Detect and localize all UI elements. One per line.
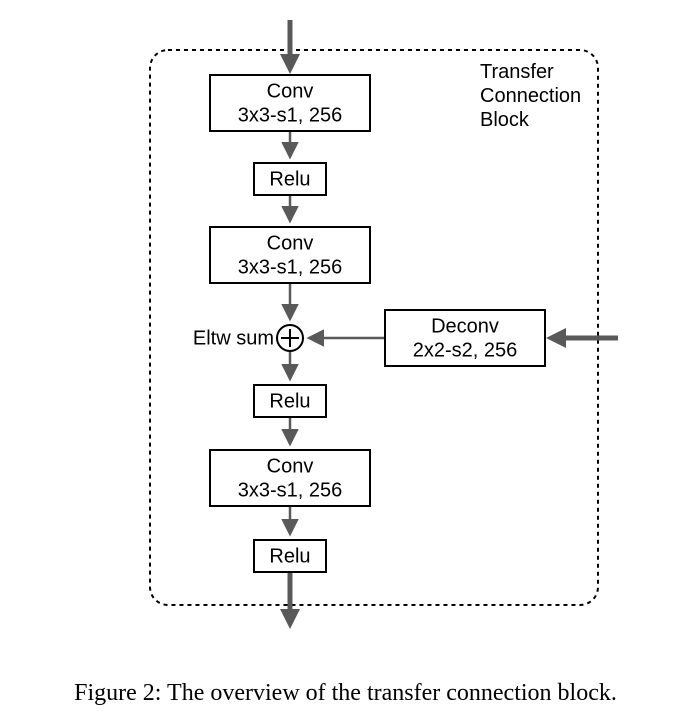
flowchart-svg: Transfer Connection Block Conv 3x3-s1, 2… <box>20 20 671 630</box>
node-relu2-text: Relu <box>269 390 310 412</box>
eltw-label: Eltw sum <box>193 327 274 349</box>
node-conv3-line2: 3x3-s1, 256 <box>238 479 343 501</box>
node-conv3-line1: Conv <box>267 455 314 477</box>
title-line3: Block <box>480 109 530 131</box>
diagram-container: Transfer Connection Block Conv 3x3-s1, 2… <box>20 20 671 672</box>
title-line2: Connection <box>480 85 581 107</box>
node-conv1-line2: 3x3-s1, 256 <box>238 104 343 126</box>
title-line1: Transfer <box>480 61 554 83</box>
node-conv1-line1: Conv <box>267 80 314 102</box>
node-deconv-line2: 2x2-s2, 256 <box>413 339 518 361</box>
node-deconv-line1: Deconv <box>431 315 499 337</box>
node-relu3-text: Relu <box>269 545 310 567</box>
node-relu1-text: Relu <box>269 168 310 190</box>
node-conv2-line2: 3x3-s1, 256 <box>238 256 343 278</box>
figure-caption: Figure 2: The overview of the transfer c… <box>20 680 671 707</box>
node-conv2-line1: Conv <box>267 232 314 254</box>
